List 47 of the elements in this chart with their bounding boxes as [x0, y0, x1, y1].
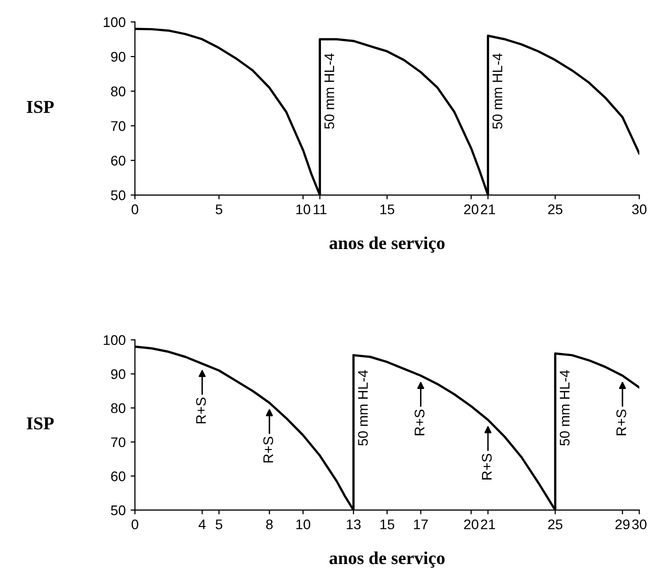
- annotation: R+S: [263, 436, 274, 462]
- x-tick-label: 20: [464, 204, 478, 214]
- x-tick-label: 5: [216, 520, 222, 530]
- x-tick-label: 0: [132, 204, 138, 214]
- x-tick-label: 30: [632, 519, 646, 530]
- y-axis-title: ISP: [26, 417, 54, 430]
- x-tick-label: 8: [266, 519, 273, 530]
- x-tick-label: 21: [480, 204, 496, 214]
- x-tick-label: 10: [296, 519, 310, 530]
- x-tick-label: 29: [615, 519, 630, 530]
- y-tick-label: 60: [111, 471, 126, 482]
- x-tick-label: 30: [632, 204, 646, 214]
- x-tick-label: 11: [314, 204, 326, 214]
- y-axis-title: ISP: [26, 100, 54, 113]
- y-tick-label: 50: [111, 190, 126, 200]
- y-tick-label: 100: [104, 17, 126, 28]
- x-tick-label: 4: [198, 520, 206, 530]
- annotation: R+S: [482, 454, 492, 480]
- annotation: 50 mm HL-4: [560, 370, 570, 446]
- x-axis-title: anos de serviço: [330, 236, 445, 253]
- annotation: R+S: [616, 410, 626, 436]
- x-axis-title: anos de serviço: [330, 551, 445, 568]
- x-tick-label: 10: [296, 204, 310, 214]
- y-tick-label: 90: [111, 52, 126, 62]
- annotation: R+S: [196, 398, 206, 424]
- y-tick-label: 70: [111, 437, 126, 448]
- annotation: 50 mm HL-4: [492, 53, 502, 129]
- x-tick-label: 0: [132, 519, 138, 530]
- y-tick-label: 80: [111, 86, 126, 96]
- x-tick-label: 5: [216, 204, 222, 214]
- annotation: 50 mm HL-4: [324, 53, 334, 129]
- y-tick-label: 100: [104, 335, 126, 346]
- x-tick-label: 25: [548, 204, 562, 214]
- x-tick-label: 25: [548, 519, 562, 530]
- x-tick-label: 20: [464, 519, 478, 530]
- x-tick-label: 15: [380, 520, 394, 530]
- y-tick-label: 90: [111, 369, 126, 380]
- y-tick-label: 70: [111, 121, 126, 131]
- x-tick-label: 15: [380, 204, 394, 214]
- y-tick-label: 60: [111, 156, 126, 166]
- x-tick-label: 21: [480, 519, 496, 530]
- annotation: 50 mm HL-4: [358, 370, 368, 446]
- y-tick-label: 50: [111, 505, 126, 516]
- x-tick-label: 13: [346, 519, 361, 530]
- annotation: R+S: [414, 410, 424, 436]
- x-tick-label: 17: [414, 520, 428, 530]
- y-tick-label: 80: [111, 403, 126, 414]
